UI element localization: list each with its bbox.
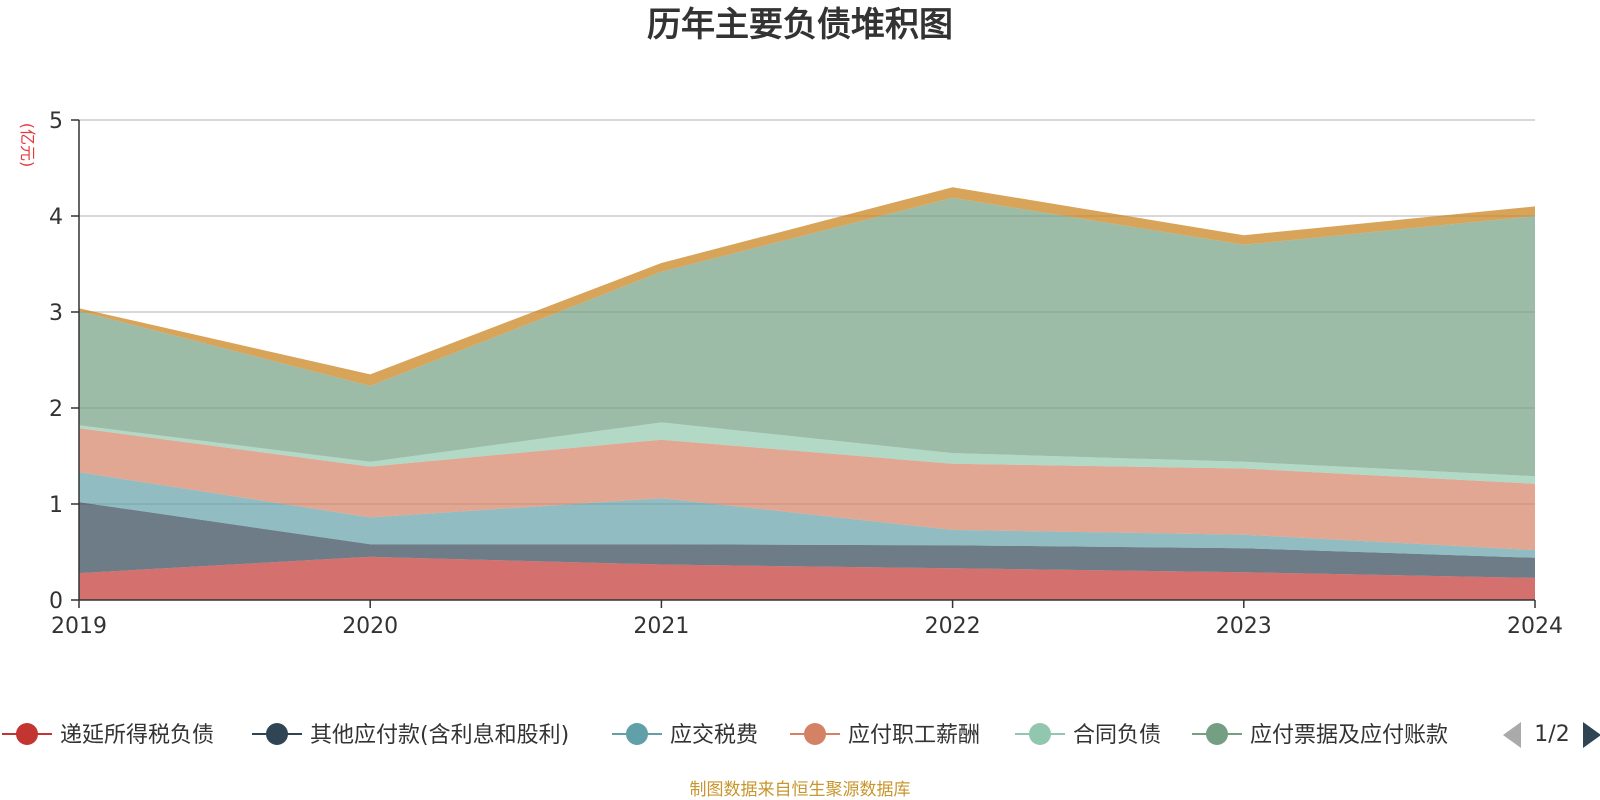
legend-marker-3 [804, 723, 826, 745]
legend-marker-2 [626, 723, 648, 745]
legend-label-5: 应付票据及应付账款 [1250, 723, 1448, 748]
area-series-5 [79, 197, 1535, 477]
area-series-2 [79, 472, 1535, 558]
source-note: 制图数据来自恒生聚源数据库 [690, 780, 911, 800]
area-series-6 [79, 187, 1535, 386]
legend-item-5[interactable]: 应付票据及应付账款 [1192, 723, 1448, 748]
x-tick-label-1: 2020 [342, 614, 398, 639]
area-series-0 [79, 556, 1535, 600]
x-tick-label-3: 2022 [925, 614, 981, 639]
legend-item-2[interactable]: 应交税费 [612, 723, 758, 748]
x-tick-label-4: 2023 [1216, 614, 1272, 639]
area-series-1 [79, 502, 1535, 578]
y-axis-unit-label: (亿元) [18, 123, 37, 168]
legend-label-3: 应付职工薪酬 [848, 723, 980, 748]
area-series [79, 187, 1535, 600]
legend-item-0[interactable]: 递延所得税负债 [2, 723, 214, 748]
legend-marker-0 [16, 723, 38, 745]
chart-title: 历年主要负债堆积图 [647, 5, 953, 45]
legend-label-4: 合同负债 [1073, 723, 1161, 748]
x-tick-label-2: 2021 [633, 614, 689, 639]
legend-label-0: 递延所得税负债 [60, 723, 214, 748]
area-series-3 [79, 428, 1535, 551]
legend-item-4[interactable]: 合同负债 [1015, 723, 1161, 748]
x-tick-label-5: 2024 [1507, 614, 1563, 639]
y-tick-label-0: 0 [49, 589, 63, 614]
x-tick-label-0: 2019 [51, 614, 107, 639]
legend-marker-5 [1206, 723, 1228, 745]
legend-label-1: 其他应付款(含利息和股利) [310, 723, 569, 748]
legend-marker-4 [1029, 723, 1051, 745]
y-tick-label-3: 3 [49, 301, 63, 326]
legend-label-2: 应交税费 [670, 723, 758, 748]
y-tick-label-5: 5 [49, 109, 63, 134]
legend: 递延所得税负债 其他应付款(含利息和股利) 应交税费 应付职工薪酬 合同负债 应付票据及应… [2, 722, 1600, 748]
legend-item-3[interactable]: 应付职工薪酬 [790, 723, 980, 748]
legend-marker-1 [266, 723, 288, 745]
legend-prev-arrow-icon[interactable] [1503, 722, 1521, 748]
legend-next-arrow-icon[interactable] [1583, 722, 1600, 748]
y-tick-label-1: 1 [49, 493, 63, 518]
legend-page-indicator: 1/2 [1534, 722, 1569, 747]
y-tick-label-2: 2 [49, 397, 63, 422]
axes: 0 1 2 3 4 5 2019 2020 2021 2022 2023 2024 [49, 109, 1563, 639]
legend-item-1[interactable]: 其他应付款(含利息和股利) [252, 723, 569, 748]
y-tick-label-4: 4 [49, 205, 63, 230]
